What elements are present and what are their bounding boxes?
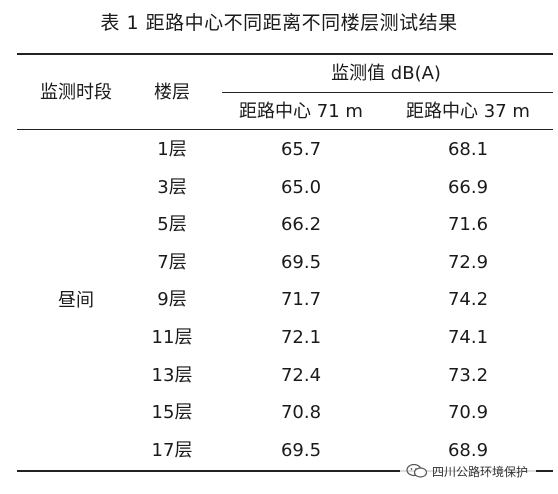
floor-cell: 17层 <box>151 440 193 461</box>
period-cell: 昼间 <box>58 290 94 311</box>
watermark-text: 四川公路环境保护 <box>432 464 529 479</box>
floor-cell: 11层 <box>151 327 193 348</box>
floor-cell: 15层 <box>151 402 193 423</box>
sub-header-rule <box>222 92 553 93</box>
floor-cell: 1层 <box>157 139 187 160</box>
header-floor: 楼层 <box>154 82 190 103</box>
value-37m-cell: 74.1 <box>447 327 489 348</box>
header-distance-71: 距路中心 71 m <box>239 101 363 122</box>
value-37m-cell: 73.2 <box>447 365 489 386</box>
header-period: 监测时段 <box>40 82 112 103</box>
value-37m-cell: 68.1 <box>447 139 489 160</box>
header-measure-group: 监测值 dB(A) <box>331 63 441 84</box>
wechat-icon <box>406 463 428 478</box>
table-title: 表 1 距路中心不同距离不同楼层测试结果 <box>100 12 458 34</box>
value-37m-cell: 70.9 <box>447 402 489 423</box>
value-71m-cell: 70.8 <box>280 402 322 423</box>
bottom-rule <box>17 470 553 472</box>
floor-cell: 5层 <box>157 214 187 235</box>
value-71m-cell: 71.7 <box>280 289 322 310</box>
value-37m-cell: 74.2 <box>447 289 489 310</box>
value-71m-cell: 72.1 <box>280 327 322 348</box>
value-71m-cell: 65.0 <box>280 177 322 198</box>
watermark: 四川公路环境保护 <box>400 458 537 484</box>
floor-cell: 7层 <box>157 252 187 273</box>
value-71m-cell: 65.7 <box>280 139 322 160</box>
top-rule <box>17 53 553 55</box>
value-71m-cell: 72.4 <box>280 365 322 386</box>
floor-cell: 13层 <box>151 365 193 386</box>
header-rule <box>17 129 553 130</box>
value-71m-cell: 66.2 <box>280 214 322 235</box>
cropped-next-line <box>60 486 260 494</box>
floor-cell: 3层 <box>157 177 187 198</box>
value-37m-cell: 71.6 <box>447 214 489 235</box>
value-71m-cell: 69.5 <box>280 252 322 273</box>
value-71m-cell: 69.5 <box>280 440 322 461</box>
header-distance-37: 距路中心 37 m <box>406 101 530 122</box>
value-37m-cell: 68.9 <box>447 440 489 461</box>
value-37m-cell: 72.9 <box>447 252 489 273</box>
floor-cell: 9层 <box>157 289 187 310</box>
value-37m-cell: 66.9 <box>447 177 489 198</box>
